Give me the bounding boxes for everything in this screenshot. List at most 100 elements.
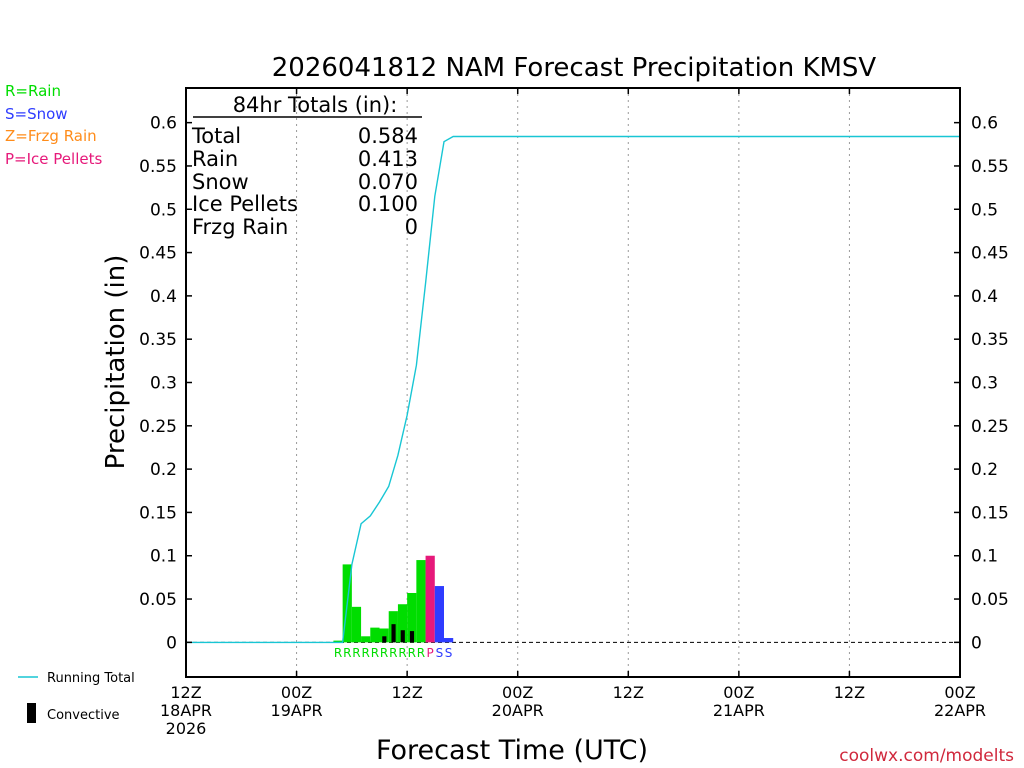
precip-bar-24h (397, 604, 408, 643)
precip-type-legend: R=Rain S=Snow Z=Frzg Rain P=Ice Pellets (5, 82, 102, 168)
totals-value-total: 0.584 (358, 124, 418, 148)
y-tick-label-right: 0.55 (971, 157, 1009, 177)
y-tick-label-left: 0.55 (139, 157, 177, 177)
totals-box: 84hr Totals (in): Total 0.584 Rain 0.413… (191, 93, 422, 239)
series-legend: Running Total Convective (18, 671, 135, 723)
precip-type-letter-28h: S (436, 646, 444, 660)
precip-bar-25h (407, 592, 417, 643)
precip-bar-29h (444, 638, 454, 643)
precip-type-letter-27h: P (427, 646, 434, 660)
precip-bar-20h (361, 636, 371, 643)
totals-label-total: Total (191, 124, 241, 148)
y-tick-label-right: 0.4 (971, 287, 998, 307)
totals-label-ice-pellets: Ice Pellets (192, 192, 298, 216)
y-tick-label-left: 0.35 (139, 330, 177, 350)
precip-type-letter-19h: R (352, 646, 360, 660)
y-tick-label-right: 0.35 (971, 330, 1009, 350)
totals-value-snow: 0.070 (358, 170, 418, 194)
convective-legend-swatch (27, 703, 36, 723)
y-tick-label-left: 0.4 (150, 287, 177, 307)
precip-type-letter-24h: R (398, 646, 406, 660)
y-tick-label-right: 0.1 (971, 547, 998, 567)
x-tick-label: 00Z (944, 683, 975, 702)
y-tick-label-right: 0.6 (971, 114, 998, 134)
precip-bar-17h (333, 640, 343, 643)
y-tick-label-right: 0 (971, 633, 982, 653)
precip-bar-28h (434, 586, 444, 643)
x-tick-label: 00Z (723, 683, 754, 702)
y-tick-label-left: 0.2 (150, 460, 177, 480)
x-tick-label: 00Z (502, 683, 533, 702)
precip-type-letter-18h: R (343, 646, 351, 660)
x-axis-label: Forecast Time (UTC) (376, 735, 648, 766)
convective-bars (382, 624, 415, 643)
legend-snow: S=Snow (5, 105, 68, 123)
x-tick-label: 22APR (934, 701, 986, 720)
running-total-legend-label: Running Total (47, 671, 135, 686)
x-tick-label: 19APR (271, 701, 323, 720)
totals-label-rain: Rain (192, 147, 238, 171)
x-tick-label: 12Z (834, 683, 865, 702)
y-tick-label-left: 0 (166, 633, 177, 653)
x-tick-label: 2026 (166, 719, 207, 738)
precip-type-letter-25h: R (408, 646, 416, 660)
x-tick-label: 12Z (613, 683, 644, 702)
totals-value-ice-pellets: 0.100 (358, 192, 418, 216)
totals-label-snow: Snow (192, 170, 249, 194)
y-tick-label-left: 0.15 (139, 503, 177, 523)
precip-bar-27h (425, 555, 435, 643)
legend-frzg-rain: Z=Frzg Rain (5, 127, 97, 145)
y-tick-label-left: 0.05 (139, 590, 177, 610)
precip-type-letter-23h: R (389, 646, 397, 660)
x-tick-label: 12Z (391, 683, 422, 702)
precip-type-letter-26h: R (417, 646, 425, 660)
y-tick-label-right: 0.5 (971, 200, 998, 220)
totals-label-frzg-rain: Frzg Rain (192, 215, 288, 239)
y-tick-label-left: 0.45 (139, 244, 177, 264)
precip-type-letter-20h: R (362, 646, 370, 660)
convective-bar-23h (391, 624, 396, 643)
precip-type-letter-17h: R (334, 646, 342, 660)
legend-ice-pellets: P=Ice Pellets (5, 150, 102, 168)
precip-bar-19h (351, 606, 362, 643)
totals-value-frzg-rain: 0 (405, 215, 418, 239)
running-total-line (186, 135, 960, 644)
y-tick-label-left: 0.3 (150, 374, 177, 394)
gridlines (296, 88, 850, 677)
y-tick-label-left: 0.5 (150, 200, 177, 220)
y-tick-label-right: 0.05 (971, 590, 1009, 610)
x-tick-label: 18APR (160, 701, 212, 720)
precip-type-letter-21h: R (371, 646, 379, 660)
convective-bar-24h (400, 630, 405, 643)
x-tick-label: 12Z (170, 683, 201, 702)
y-axis-label: Precipitation (in) (101, 255, 131, 470)
x-tick-label: 00Z (281, 683, 312, 702)
chart-title: 2026041812 NAM Forecast Precipitation KM… (272, 53, 877, 83)
y-tick-label-right: 0.15 (971, 503, 1009, 523)
totals-title: 84hr Totals (in): (233, 93, 398, 117)
totals-value-rain: 0.413 (358, 147, 418, 171)
y-tick-label-right: 0.45 (971, 244, 1009, 264)
credit-text: coolwx.com/modelts (839, 746, 1014, 766)
precip-bar-26h (416, 560, 426, 643)
x-tick-label: 21APR (713, 701, 765, 720)
y-tick-label-right: 0.3 (971, 374, 998, 394)
y-tick-label-right: 0.25 (971, 417, 1009, 437)
precip-bar-21h (370, 627, 380, 643)
y-tick-label-left: 0.1 (150, 547, 177, 567)
y-tick-label-right: 0.2 (971, 460, 998, 480)
y-tick-label-left: 0.25 (139, 417, 177, 437)
convective-bar-25h (409, 631, 415, 643)
convective-legend-label: Convective (47, 708, 120, 723)
precip-type-letter-22h: R (380, 646, 388, 660)
y-tick-label-left: 0.6 (150, 114, 177, 134)
precip-type-letter-29h: S (445, 646, 453, 660)
x-tick-label: 20APR (492, 701, 544, 720)
precip-bar-22h (379, 628, 389, 643)
convective-bar-22h (382, 636, 387, 643)
legend-rain: R=Rain (5, 82, 61, 100)
y-axis-ticks: 0 0 0.05 0.05 0.1 0.1 0.15 0.15 0.2 0.2 0.25 0.25 0.… (139, 114, 1009, 654)
